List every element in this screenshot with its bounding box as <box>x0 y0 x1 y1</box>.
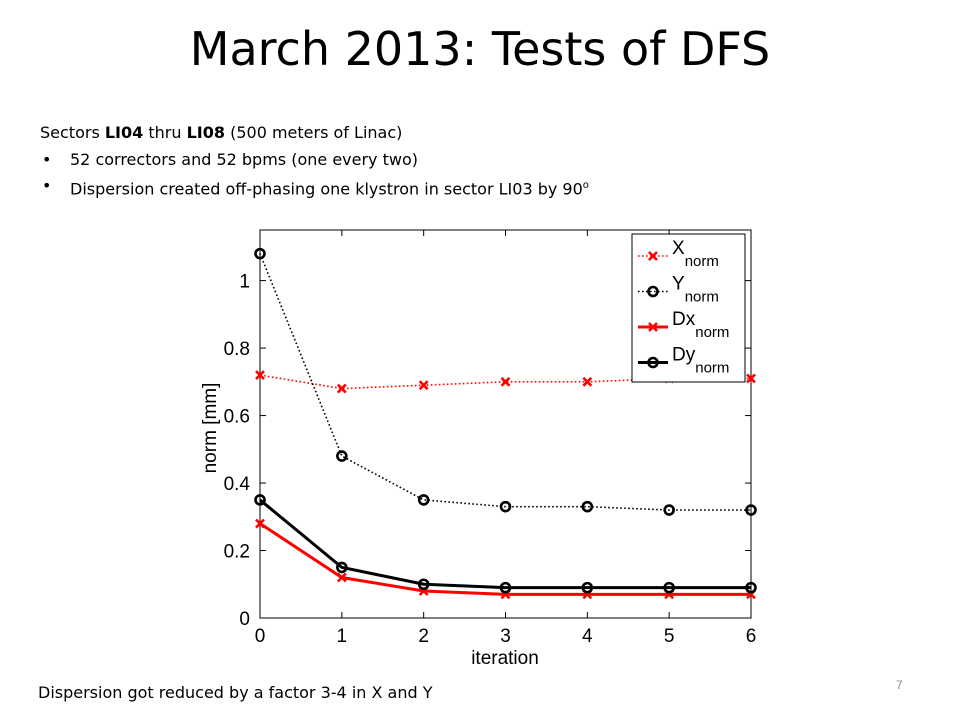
legend-subscript: norm <box>685 253 719 270</box>
y-tick-label: 0 <box>239 609 250 630</box>
intro-sector-end: LI08 <box>186 123 226 142</box>
plot-area: 0 1 2 3 4 5 6 0 0.2 0.4 0.6 0.8 1 XnormYnormDxnormDyn… <box>224 229 757 647</box>
legend-marker-dy-norm <box>647 356 659 369</box>
y-axis-label: norm [mm] <box>200 383 221 474</box>
y-tick-label: 1 <box>239 272 250 293</box>
dy-norm-point <box>745 581 757 594</box>
x-marker-stroke <box>648 251 658 261</box>
bullet-text: 52 correctors and 52 bpms (one every two… <box>70 150 418 169</box>
y-norm-point <box>499 500 512 513</box>
y-tick-label: 0.4 <box>224 474 251 495</box>
x-marker-stroke <box>255 370 265 380</box>
dy-norm-point <box>417 578 430 591</box>
legend-subscript: norm <box>695 324 729 341</box>
x-marker-stroke <box>255 518 265 529</box>
dy-norm-point <box>336 561 348 574</box>
y-tick-label: 0.2 <box>224 542 250 563</box>
y-norm-point <box>663 504 675 516</box>
degree-mark: o <box>582 180 589 191</box>
legend-subscript: norm <box>685 289 719 306</box>
x-norm-point <box>582 376 593 387</box>
dy-norm-point <box>581 581 594 594</box>
x-tick-label: 5 <box>664 626 675 647</box>
x-norm-point <box>746 373 756 384</box>
x-marker-stroke <box>500 376 511 387</box>
legend-label-dy-norm: Dynorm <box>672 345 729 377</box>
y-norm-point <box>745 504 757 516</box>
x-marker-stroke <box>648 322 658 332</box>
y-norm-point <box>336 450 348 462</box>
x-marker-stroke <box>746 373 756 384</box>
footer-note: Dispersion got reduced by a factor 3-4 i… <box>38 683 433 702</box>
bullet-list: 52 correctors and 52 bpms (one every two… <box>40 147 589 202</box>
dy-norm-point <box>499 581 512 594</box>
x-tick-label: 0 <box>255 626 266 647</box>
x-norm-point <box>418 380 429 391</box>
y-tick-label: 0.8 <box>224 339 250 360</box>
x-norm-point <box>500 376 511 387</box>
bullet-text: Dispersion created off-phasing one klyst… <box>70 179 583 199</box>
y-norm-series-line <box>259 253 751 511</box>
x-marker-stroke <box>582 376 593 387</box>
dy-norm-series-line <box>259 498 751 590</box>
bullet-item: Dispersion created off-phasing one klyst… <box>40 173 589 202</box>
intro-prefix: Sectors <box>40 123 105 142</box>
x-norm-point <box>336 383 347 394</box>
x-tick-label: 4 <box>582 626 593 647</box>
y-norm-point <box>417 494 430 506</box>
intro-suffix: (500 meters of Linac) <box>225 123 403 142</box>
dy-norm-point <box>254 494 266 506</box>
page-number: 7 <box>896 678 903 692</box>
y-norm-point <box>254 247 266 260</box>
bullet-item: 52 correctors and 52 bpms (one every two… <box>40 147 589 173</box>
x-marker-stroke <box>336 383 347 394</box>
y-norm-point <box>581 500 594 513</box>
dx-norm-point <box>336 572 347 583</box>
x-norm-point <box>255 370 265 380</box>
intro-mid: thru <box>143 123 187 142</box>
x-tick-label: 1 <box>337 626 348 647</box>
x-tick-label: 2 <box>418 626 429 647</box>
dy-norm-point <box>663 581 675 594</box>
intro-line: Sectors LI04 thru LI08 (500 meters of Li… <box>40 120 402 146</box>
x-axis-label: iteration <box>471 648 539 669</box>
x-tick-label: 3 <box>500 626 511 647</box>
legend-marker-dx-norm <box>648 322 658 332</box>
x-marker-stroke <box>418 380 429 391</box>
dx-norm-point <box>255 518 265 529</box>
legend-subscript: norm <box>695 360 729 377</box>
legend-marker-x-norm <box>648 251 658 261</box>
y-tick-label: 0.6 <box>224 407 250 428</box>
intro-sector-start: LI04 <box>104 123 144 142</box>
slide-title: March 2013: Tests of DFS <box>189 22 771 76</box>
x-tick-label: 6 <box>746 626 757 647</box>
legend-marker-y-norm <box>647 285 659 298</box>
x-marker-stroke <box>336 572 347 583</box>
